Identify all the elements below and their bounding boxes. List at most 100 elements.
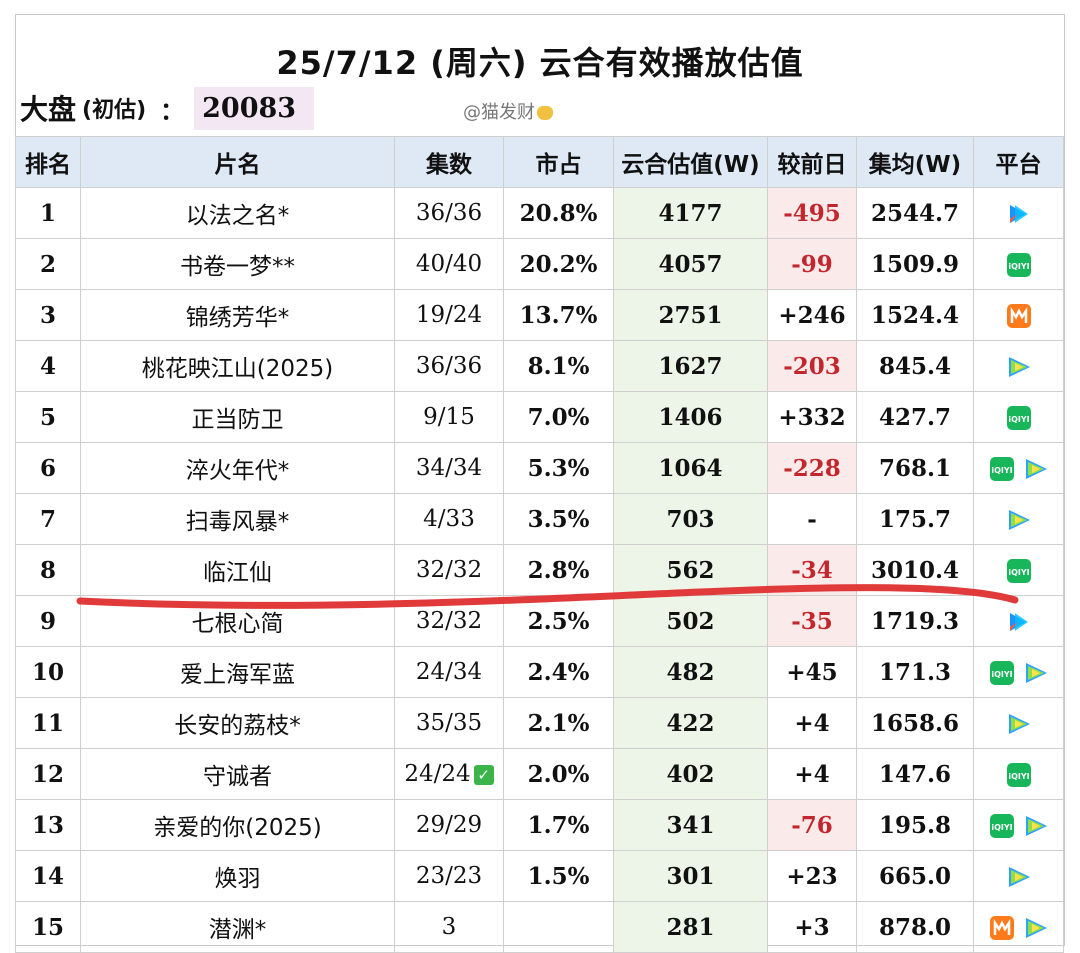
cell-episodes: 9/15 xyxy=(394,391,504,443)
cell-share: 13.7% xyxy=(503,289,614,341)
cell-rank: 14 xyxy=(15,850,81,902)
market-colon: ： xyxy=(160,96,185,125)
cell-diff: -35 xyxy=(767,595,857,647)
cell-avg: 147.6 xyxy=(856,748,974,800)
iqiyi-icon: iQIYI xyxy=(989,456,1015,482)
table-header-row: 排名 片名 集数 市占 云合估值(W) 较前日 集均(W) 平台 xyxy=(15,136,1064,188)
cell-title: 爱上海军蓝 xyxy=(80,646,395,698)
cell-diff: -99 xyxy=(767,238,857,290)
market-label: 大盘 xyxy=(20,93,77,126)
cell-avg: 878.0 xyxy=(856,901,974,953)
cell-title: 正当防卫 xyxy=(80,391,395,443)
cell-rank: 8 xyxy=(15,544,81,596)
episodes-text: 35/35 xyxy=(415,710,483,736)
episodes-text: 32/32 xyxy=(415,557,483,583)
col-header-value: 云合估值(W) xyxy=(613,136,768,188)
episodes-text: 19/24 xyxy=(415,302,483,328)
cell-platform: iQIYI xyxy=(973,442,1064,494)
watermark: @猫发财 xyxy=(463,98,553,124)
cell-share: 20.2% xyxy=(503,238,614,290)
table-row: 4 桃花映江山(2025) 36/36 8.1% 1627 -203 845.4 xyxy=(15,340,1064,392)
cell-episodes: 23/23 xyxy=(394,850,504,902)
cell-title: 淬火年代* xyxy=(80,442,395,494)
cell-platform: iQIYI xyxy=(973,238,1064,290)
col-header-title: 片名 xyxy=(80,136,395,188)
cell-avg: 665.0 xyxy=(856,850,974,902)
table-row: 1 以法之名* 36/36 20.8% 4177 -495 2544.7 xyxy=(15,187,1064,239)
cell-avg: 3010.4 xyxy=(856,544,974,596)
cell-avg: 427.7 xyxy=(856,391,974,443)
cell-platform: iQIYI xyxy=(973,799,1064,851)
youku-icon xyxy=(1006,609,1032,635)
cat-emoji-icon xyxy=(537,106,553,120)
cell-rank: 10 xyxy=(15,646,81,698)
episodes-text: 36/36 xyxy=(415,200,483,226)
episodes-text: 4/33 xyxy=(423,506,475,532)
table-row: 6 淬火年代* 34/34 5.3% 1064 -228 768.1 iQIYI xyxy=(15,442,1064,494)
cell-diff: -34 xyxy=(767,544,857,596)
cell-rank: 7 xyxy=(15,493,81,545)
cell-rank: 2 xyxy=(15,238,81,290)
cell-platform: iQIYI xyxy=(973,391,1064,443)
cell-value: 1064 xyxy=(613,442,768,494)
cell-diff: +246 xyxy=(767,289,857,341)
cell-platform xyxy=(973,289,1064,341)
cell-value: 2751 xyxy=(613,289,768,341)
cell-value: 4177 xyxy=(613,187,768,239)
episodes-text: 34/34 xyxy=(415,455,483,481)
cell-rank: 3 xyxy=(15,289,81,341)
cell-share xyxy=(503,901,614,953)
cell-avg: 1509.9 xyxy=(856,238,974,290)
svg-text:iQIYI: iQIYI xyxy=(1008,262,1029,271)
cell-share: 2.1% xyxy=(503,697,614,749)
cell-episodes: 3 xyxy=(394,901,504,953)
cell-diff: +332 xyxy=(767,391,857,443)
market-summary: 大盘 (初估) ： 20083 xyxy=(20,84,315,132)
cell-avg: 845.4 xyxy=(856,340,974,392)
cell-episodes: 4/33 xyxy=(394,493,504,545)
svg-text:iQIYI: iQIYI xyxy=(1008,772,1029,781)
col-header-rank: 排名 xyxy=(15,136,81,188)
cell-rank: 13 xyxy=(15,799,81,851)
episodes-text: 32/32 xyxy=(415,608,483,634)
cell-title: 亲爱的你(2025) xyxy=(80,799,395,851)
cell-episodes: 40/40 xyxy=(394,238,504,290)
table-row: 10 爱上海军蓝 24/34 2.4% 482 +45 171.3 iQIYI xyxy=(15,646,1064,698)
cell-value: 1627 xyxy=(613,340,768,392)
table-row: 14 焕羽 23/23 1.5% 301 +23 665.0 xyxy=(15,850,1064,902)
mango-tv-icon xyxy=(1006,303,1032,329)
cell-title: 锦绣芳华* xyxy=(80,289,395,341)
table-row: 5 正当防卫 9/15 7.0% 1406 +332 427.7 iQIYI xyxy=(15,391,1064,443)
market-sub-label: (初估) xyxy=(82,98,147,123)
cell-platform xyxy=(973,697,1064,749)
tencent-video-icon xyxy=(1023,456,1049,482)
iqiyi-icon: iQIYI xyxy=(1006,558,1032,584)
cell-value: 422 xyxy=(613,697,768,749)
cell-diff: -495 xyxy=(767,187,857,239)
cell-share: 20.8% xyxy=(503,187,614,239)
episodes-text: 24/34 xyxy=(415,659,483,685)
episodes-text: 40/40 xyxy=(415,251,483,277)
cell-share: 3.5% xyxy=(503,493,614,545)
tencent-video-icon xyxy=(1006,354,1032,380)
cell-platform xyxy=(973,493,1064,545)
cell-title: 以法之名* xyxy=(80,187,395,239)
col-header-share: 市占 xyxy=(503,136,614,188)
page-title: 25/7/12 (周六) 云合有效播放估值 xyxy=(276,44,804,82)
tencent-video-icon xyxy=(1006,711,1032,737)
iqiyi-icon: iQIYI xyxy=(1006,405,1032,431)
cell-avg: 2544.7 xyxy=(856,187,974,239)
cell-rank: 11 xyxy=(15,697,81,749)
cell-diff: +4 xyxy=(767,697,857,749)
cell-episodes: 24/24 ✓ xyxy=(394,748,504,800)
tencent-video-icon xyxy=(1023,915,1049,941)
cell-title: 七根心简 xyxy=(80,595,395,647)
watermark-text: @猫发财 xyxy=(463,102,535,123)
episodes-text: 29/29 xyxy=(415,812,483,838)
episodes-text: 36/36 xyxy=(415,353,483,379)
cell-share: 2.0% xyxy=(503,748,614,800)
cell-value: 482 xyxy=(613,646,768,698)
cell-rank: 12 xyxy=(15,748,81,800)
tencent-video-icon xyxy=(1023,813,1049,839)
cell-avg: 1524.4 xyxy=(856,289,974,341)
